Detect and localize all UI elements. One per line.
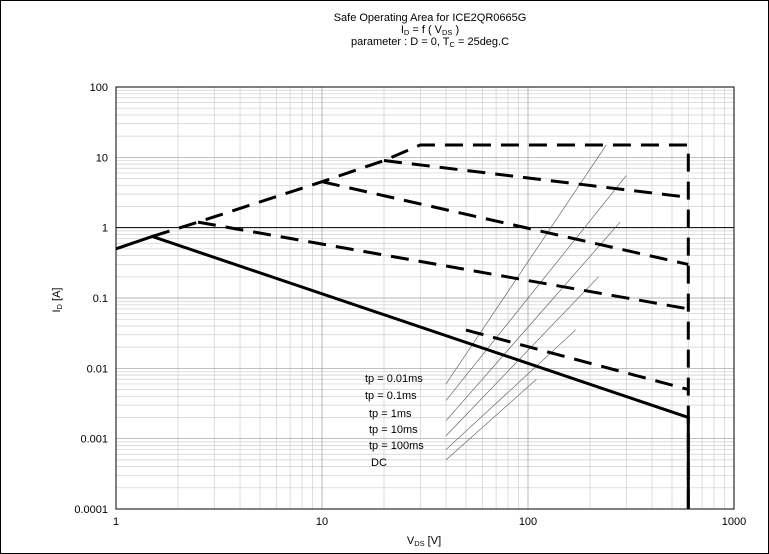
tp-label-1: tp = 0.01ms xyxy=(365,373,423,385)
y-axis-label: ID [A] xyxy=(51,288,64,313)
tp-reference-line-5 xyxy=(445,329,576,450)
series-group xyxy=(115,143,690,509)
x-tick-label: 1000 xyxy=(722,516,746,528)
y-tick-label: 10 xyxy=(96,152,108,164)
pulse-limit-curve-4 xyxy=(197,220,689,311)
x-tick-label: 10 xyxy=(316,516,328,528)
chart-title: Safe Operating Area for ICE2QR0665G xyxy=(334,12,527,24)
tp-label-3: tp = 1ms xyxy=(369,408,412,420)
y-tick-label: 0.001 xyxy=(80,434,108,446)
plot-area xyxy=(115,86,735,510)
annotation-labels: tp = 0.01ms tp = 0.1ms tp = 1ms tp = 10ms tp… xyxy=(365,373,424,469)
y-tick-label: 0.0001 xyxy=(74,504,108,516)
pulse-limit-curve-2 xyxy=(383,159,689,199)
x-tick-label: 1 xyxy=(113,516,119,528)
chart-parameter: parameter : D = 0, TC = 25deg.C xyxy=(351,36,509,49)
chart-subtitle: ID = f ( VDS ) xyxy=(401,24,459,37)
tp-reference-line-2 xyxy=(445,175,627,401)
tp-label-4: tp = 10ms xyxy=(369,424,418,436)
pulse-limit-curve-1 xyxy=(151,143,690,509)
y-tick-label: 1 xyxy=(102,223,108,235)
tick-labels: 1 10 100 1000 0.0001 0.001 0.01 0.1 1 10 100 xyxy=(74,82,746,528)
y-tick-label: 100 xyxy=(90,82,108,94)
pulse-limit-curve-3 xyxy=(321,180,689,266)
tp-reference-line-3 xyxy=(445,221,621,421)
y-tick-label: 0.01 xyxy=(87,363,108,375)
x-axis-label: VDS [V] xyxy=(407,535,441,548)
tp-reference-line-4 xyxy=(445,276,599,436)
x-tick-label: 100 xyxy=(519,516,537,528)
annotation-lines xyxy=(445,144,627,461)
tp-label-2: tp = 0.1ms xyxy=(365,390,417,402)
tp-reference-line-6 xyxy=(445,379,537,461)
y-tick-label: 0.1 xyxy=(93,293,108,305)
pulse-limit-curve-5 xyxy=(465,328,689,391)
tp-label-5: tp = 100ms xyxy=(369,440,424,452)
tp-label-6: DC xyxy=(371,457,387,469)
